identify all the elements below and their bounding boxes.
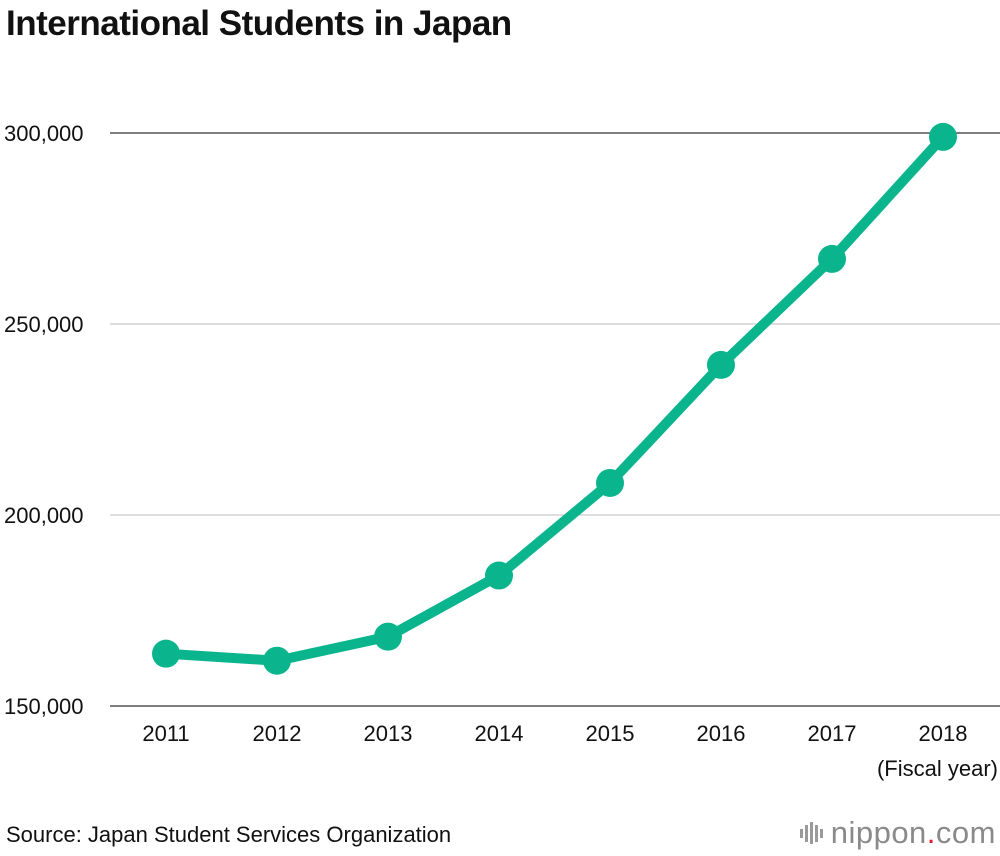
data-point	[485, 561, 513, 590]
data-point	[929, 122, 957, 151]
gridlines	[110, 132, 1000, 707]
x-tick-label: 2017	[808, 721, 857, 746]
data-point	[152, 639, 180, 668]
x-tick-label: 2014	[475, 721, 524, 746]
x-tick-label: 2015	[586, 721, 635, 746]
nippon-bars-logo-icon	[799, 822, 823, 844]
chart-title: International Students in Japan	[6, 4, 512, 43]
brand-name: nippon	[830, 815, 927, 850]
data-point	[596, 468, 624, 497]
x-tick-label: 2012	[253, 721, 302, 746]
series	[152, 122, 957, 675]
brand-wordmark: nippon.com	[831, 815, 996, 851]
source-note: Source: Japan Student Services Organizat…	[6, 822, 452, 847]
data-point	[263, 646, 291, 675]
y-tick-label: 150,000	[4, 694, 84, 719]
y-axis-tick-labels: 150,000 200,000 250,000 300,000	[4, 121, 84, 719]
data-point	[818, 244, 846, 273]
x-axis-tick-labels: 2011 2012 2013 2014 2015 2016 2017 2018	[142, 721, 967, 746]
series-line	[161, 131, 948, 666]
brand-suffix: com	[935, 815, 996, 850]
data-point	[707, 350, 735, 379]
x-tick-label: 2018	[919, 721, 968, 746]
brand-logo: nippon.com	[799, 815, 996, 851]
y-tick-label: 300,000	[4, 121, 84, 146]
data-point	[374, 622, 402, 651]
y-tick-label: 250,000	[4, 312, 84, 337]
x-tick-label: 2016	[697, 721, 746, 746]
y-tick-label: 200,000	[4, 503, 84, 528]
x-tick-label: 2013	[364, 721, 413, 746]
x-tick-label: 2011	[142, 721, 189, 746]
brand-dot: .	[926, 815, 936, 850]
x-axis-label: (Fiscal year)	[876, 756, 998, 781]
